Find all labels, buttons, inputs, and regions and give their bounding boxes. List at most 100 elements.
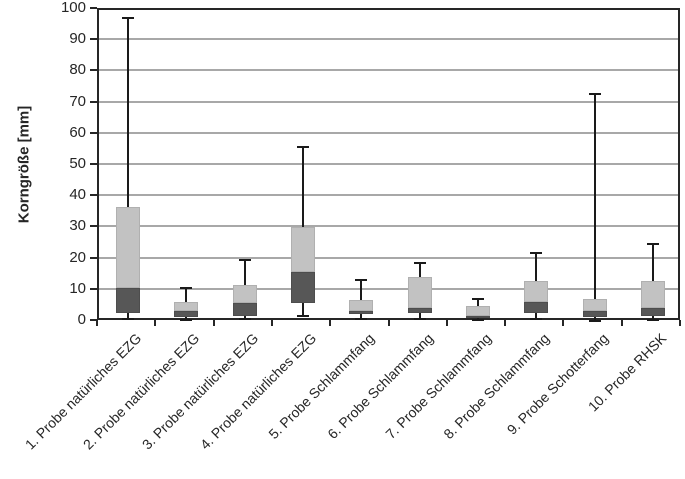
- box-upper-segment: [232, 284, 257, 304]
- upper-whisker-line: [418, 262, 421, 277]
- upper-whisker-cap: [355, 278, 368, 281]
- y-tick-mark: [90, 256, 97, 259]
- lower-whisker-line: [302, 303, 305, 316]
- x-tick-mark: [270, 320, 273, 326]
- gridline: [99, 225, 678, 228]
- upper-whisker-cap: [297, 146, 310, 149]
- box-lower-segment: [582, 311, 607, 317]
- box-lower-segment: [291, 272, 316, 304]
- lower-whisker-cap: [238, 317, 251, 320]
- box-upper-segment: [465, 306, 490, 316]
- box-lower-segment: [524, 301, 549, 313]
- upper-whisker-line: [243, 259, 246, 285]
- lower-whisker-line: [185, 317, 188, 321]
- box-plot-group: [99, 10, 678, 323]
- y-tick-mark: [90, 163, 97, 165]
- lower-whisker-line: [127, 312, 130, 319]
- upper-whisker-cap: [238, 258, 251, 261]
- lower-whisker-line: [360, 314, 363, 319]
- y-tick-label: 20: [69, 248, 86, 266]
- box-lower-segment: [407, 307, 432, 313]
- y-tick-mark: [90, 319, 97, 321]
- x-tick-mark: [212, 320, 215, 326]
- lower-whisker-cap: [297, 314, 310, 317]
- box-lower-segment: [116, 287, 141, 313]
- x-tick-mark: [562, 320, 565, 326]
- gridline: [99, 100, 678, 103]
- upper-whisker-cap: [413, 261, 426, 264]
- box-lower-segment: [640, 307, 665, 316]
- gridline: [99, 131, 678, 134]
- lower-whisker-line: [476, 317, 479, 321]
- box-upper-segment: [291, 226, 316, 273]
- lower-whisker-cap: [471, 319, 484, 322]
- y-tick-label: 0: [77, 311, 86, 328]
- y-tick-label: 30: [69, 217, 86, 235]
- lower-whisker-cap: [413, 317, 426, 320]
- y-tick-label: 10: [69, 279, 86, 297]
- lower-whisker-cap: [530, 317, 543, 320]
- upper-whisker-line: [302, 147, 305, 227]
- gridline: [99, 163, 678, 165]
- y-axis-title: Korngröße [mm]: [15, 105, 33, 224]
- box-plot-group: [99, 10, 678, 320]
- upper-whisker-line: [651, 244, 654, 282]
- box-plot-group: [99, 10, 678, 322]
- y-tick-mark: [90, 131, 97, 134]
- box-upper-segment: [640, 281, 665, 308]
- x-tick-mark: [329, 320, 332, 326]
- lower-whisker-line: [243, 315, 246, 319]
- lower-whisker-line: [593, 317, 596, 322]
- upper-whisker-cap: [646, 243, 659, 245]
- box-upper-segment: [349, 300, 374, 312]
- x-tick-mark: [504, 320, 507, 326]
- box-lower-segment: [465, 315, 490, 318]
- box-plot-group: [99, 10, 678, 320]
- y-tick-label: 50: [69, 155, 86, 172]
- box-plot-group: [99, 10, 678, 322]
- lower-whisker-cap: [122, 317, 135, 320]
- box-plot-group: [99, 10, 678, 318]
- box-plot-group: [99, 10, 678, 320]
- box-upper-segment: [116, 206, 141, 288]
- lower-whisker-line: [418, 312, 421, 319]
- lower-whisker-line: [651, 315, 654, 321]
- box-upper-segment: [582, 298, 607, 312]
- upper-whisker-line: [593, 94, 596, 299]
- y-tick-label: 40: [69, 186, 86, 204]
- box-lower-segment: [174, 311, 199, 318]
- box-upper-segment: [524, 281, 549, 302]
- box-upper-segment: [407, 276, 432, 308]
- x-tick-mark: [679, 320, 681, 326]
- y-tick-label: 90: [69, 30, 86, 48]
- box-plot-group: [99, 10, 678, 320]
- x-tick-mark: [96, 320, 98, 326]
- y-tick-label: 80: [69, 61, 86, 79]
- y-tick-mark: [90, 100, 97, 103]
- upper-whisker-cap: [122, 16, 135, 19]
- y-tick-label: 100: [60, 0, 86, 16]
- gridline: [99, 194, 678, 197]
- box-upper-segment: [174, 301, 199, 312]
- y-tick-mark: [90, 287, 97, 290]
- y-tick-mark: [90, 69, 97, 72]
- gridline: [99, 69, 678, 72]
- lower-whisker-line: [535, 312, 538, 319]
- lower-whisker-cap: [646, 319, 659, 322]
- box-lower-segment: [232, 303, 257, 316]
- upper-whisker-cap: [588, 93, 601, 96]
- upper-whisker-line: [360, 279, 363, 301]
- upper-whisker-cap: [530, 252, 543, 255]
- gridline: [99, 256, 678, 259]
- y-tick-label: 60: [69, 123, 86, 141]
- y-tick-mark: [90, 7, 97, 9]
- x-tick-mark: [620, 320, 623, 326]
- box-lower-segment: [349, 311, 374, 315]
- lower-whisker-cap: [355, 317, 368, 320]
- x-tick-mark: [154, 320, 157, 326]
- y-tick-mark: [90, 38, 97, 41]
- upper-whisker-line: [127, 17, 130, 207]
- box-plot-group: [99, 10, 678, 320]
- lower-whisker-cap: [588, 320, 601, 323]
